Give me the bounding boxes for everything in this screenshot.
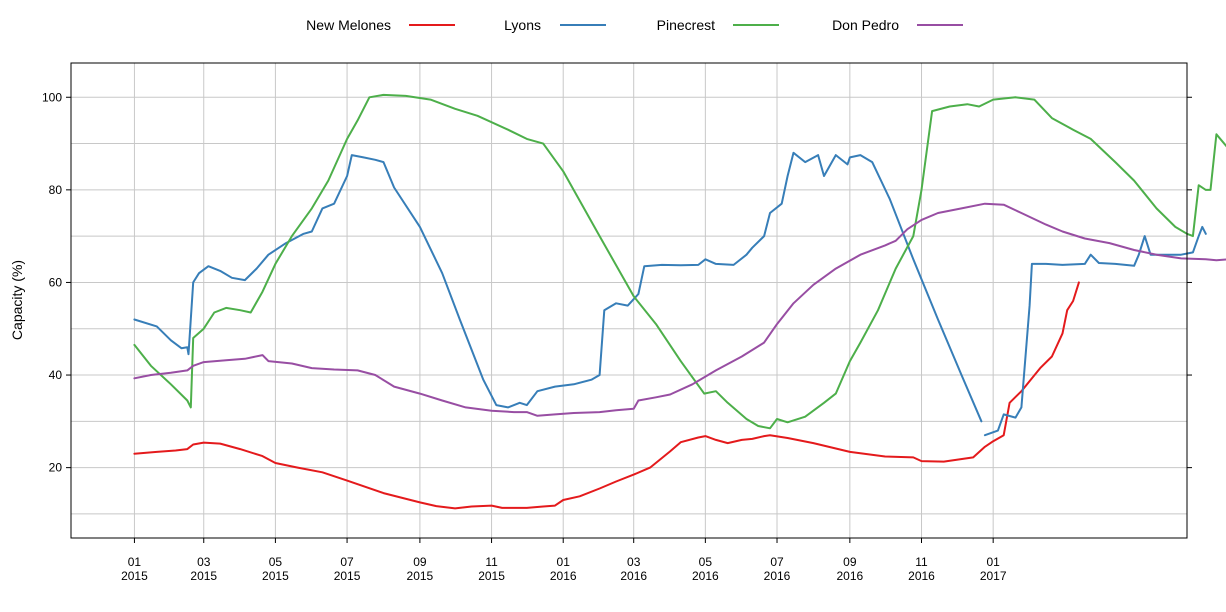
x-tick-month-label: 05 <box>269 555 283 569</box>
x-tick-month-label: 01 <box>557 555 571 569</box>
y-axis: 20 40 60 80 100 <box>42 90 1192 475</box>
x-tick-year-label: 2015 <box>190 569 217 583</box>
x-tick-year-label: 2015 <box>407 569 434 583</box>
x-tick-month-label: 01 <box>986 555 1000 569</box>
x-tick-year-label: 2015 <box>334 569 361 583</box>
series-don-pedro <box>133 202 1226 417</box>
legend-label: Don Pedro <box>832 17 899 33</box>
legend-item: Lyons <box>504 17 606 33</box>
y-tick-label: 60 <box>49 275 63 289</box>
series-line <box>133 202 1226 417</box>
series-line <box>133 151 983 423</box>
legend-item: Don Pedro <box>832 17 963 33</box>
x-tick-year-label: 2015 <box>262 569 289 583</box>
x-tick-year-label: 2016 <box>692 569 719 583</box>
x-axis: 0120150320150520150720150920151120150120… <box>121 538 1007 583</box>
legend-label: Pinecrest <box>657 17 715 33</box>
legend-item: Pinecrest <box>657 17 779 33</box>
x-tick-year-label: 2016 <box>908 569 935 583</box>
x-tick-month-label: 07 <box>340 555 354 569</box>
x-tick-month-label: 09 <box>843 555 857 569</box>
y-tick-label: 40 <box>49 368 63 382</box>
series-line <box>133 281 1080 510</box>
plot-frame <box>70 62 1188 539</box>
series-lyons <box>133 151 1207 437</box>
x-tick-month-label: 09 <box>413 555 427 569</box>
series-new-melones <box>133 281 1080 510</box>
x-tick-year-label: 2016 <box>620 569 647 583</box>
x-tick-month-label: 11 <box>915 555 928 569</box>
series-line <box>133 93 1226 430</box>
legend-label: New Melones <box>306 17 391 33</box>
grid <box>71 63 1187 538</box>
x-tick-month-label: 07 <box>770 555 784 569</box>
x-tick-month-label: 03 <box>627 555 641 569</box>
x-tick-month-label: 11 <box>485 555 498 569</box>
series-pinecrest <box>133 93 1226 430</box>
x-tick-month-label: 03 <box>197 555 211 569</box>
legend-item: New Melones <box>306 17 455 33</box>
y-tick-label: 100 <box>42 90 62 104</box>
x-tick-month-label: 05 <box>699 555 713 569</box>
legend: New Melones Lyons Pinecrest Don Pedro <box>306 17 963 33</box>
x-tick-year-label: 2015 <box>478 569 505 583</box>
x-tick-year-label: 2016 <box>836 569 863 583</box>
x-tick-year-label: 2016 <box>550 569 577 583</box>
x-tick-year-label: 2017 <box>980 569 1007 583</box>
x-tick-year-label: 2015 <box>121 569 148 583</box>
legend-label: Lyons <box>504 17 541 33</box>
y-tick-label: 20 <box>49 461 63 475</box>
series-line <box>983 225 1207 437</box>
y-axis-label: Capacity (%) <box>9 260 25 340</box>
series-layer <box>133 93 1226 510</box>
x-tick-year-label: 2016 <box>764 569 791 583</box>
y-tick-label: 80 <box>49 183 63 197</box>
x-tick-month-label: 01 <box>128 555 142 569</box>
